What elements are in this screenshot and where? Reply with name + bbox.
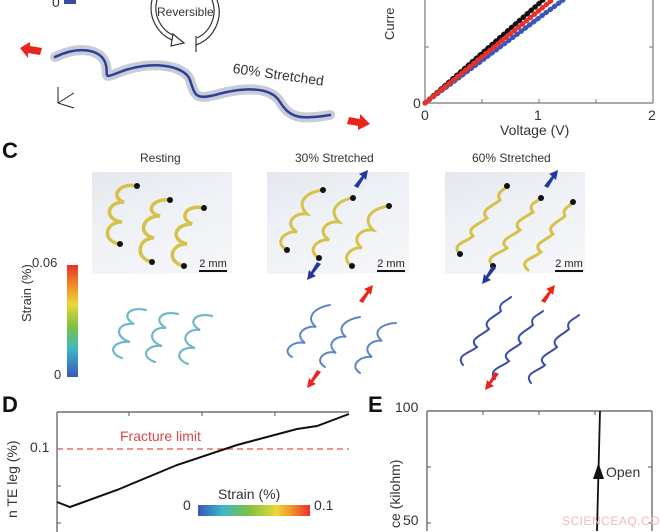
x-tick-2: 2 bbox=[648, 107, 656, 123]
reversible-label: Reversible bbox=[157, 5, 214, 19]
partial-colorbar bbox=[64, 0, 76, 4]
gold-coils-30 bbox=[279, 187, 392, 269]
photo-30-stretched: 2 mm bbox=[267, 172, 409, 274]
reversible-cycle-icon bbox=[150, 0, 220, 52]
y-tick-50: 50 bbox=[403, 512, 419, 528]
watermark: SCIENCEAQ.COM bbox=[562, 514, 660, 528]
partial-axis-zero: 0 bbox=[52, 0, 60, 10]
title-60-stretched: 60% Stretched bbox=[472, 151, 551, 165]
colorbar-label: Strain (%) bbox=[19, 264, 34, 322]
sim-coils-60 bbox=[459, 296, 580, 384]
arrow-blue-down-icon bbox=[307, 262, 321, 280]
sim-coils-resting bbox=[112, 308, 214, 366]
photo-60-stretched: 2 mm bbox=[445, 172, 585, 274]
panel-letter-c: C bbox=[2, 138, 18, 163]
title-30-stretched: 30% Stretched bbox=[295, 151, 374, 165]
arrow-right-icon bbox=[347, 114, 370, 130]
arrow-blue-up-icon bbox=[544, 170, 558, 188]
x-tick-1: 1 bbox=[534, 107, 542, 123]
arrow-red-up-icon bbox=[541, 285, 555, 303]
gold-coils-resting bbox=[105, 183, 207, 269]
x-axis-label: Voltage (V) bbox=[500, 122, 570, 138]
colorbar-max: 0.06 bbox=[32, 255, 58, 270]
title-resting: Resting bbox=[140, 151, 181, 165]
colorbar-d-label: Strain (%) bbox=[218, 486, 281, 502]
arrow-blue-up-icon bbox=[354, 170, 368, 188]
x-tick-0: 0 bbox=[421, 107, 429, 123]
y-tick-100: 100 bbox=[395, 399, 419, 415]
colorbar-d-gradient bbox=[198, 505, 310, 516]
gold-coils-60 bbox=[455, 183, 576, 272]
sim-coils-30 bbox=[286, 304, 397, 374]
y-axis-label: ce (kilohm) bbox=[387, 459, 403, 528]
y-axis-label: n TE leg (%) bbox=[4, 440, 20, 518]
iv-plot bbox=[422, 0, 654, 106]
arrow-blue-down-icon bbox=[482, 266, 496, 284]
panel-letter-d: D bbox=[2, 392, 18, 417]
panel-letter-e: E bbox=[368, 392, 383, 417]
colorbar-d-max: 0.1 bbox=[314, 497, 334, 513]
arrow-red-up-icon bbox=[359, 285, 373, 303]
y-tick-0: 0 bbox=[413, 95, 421, 111]
colorbar-gradient bbox=[67, 265, 78, 377]
photo-resting: 2 mm bbox=[92, 172, 232, 274]
colorbar-min: 0 bbox=[54, 367, 62, 382]
fracture-limit-label: Fracture limit bbox=[120, 428, 201, 444]
scalebar: 2 mm bbox=[199, 258, 227, 272]
colorbar-d-min: 0 bbox=[183, 497, 191, 513]
open-annotation: Open bbox=[606, 464, 641, 480]
strain-plot bbox=[56, 411, 350, 532]
arrow-red-down-icon bbox=[307, 370, 321, 388]
y-tick-0-1: 0.1 bbox=[30, 439, 50, 455]
y-axis-label: Curre bbox=[382, 7, 397, 40]
arrow-red-down-icon bbox=[485, 372, 499, 390]
resistance-plot bbox=[426, 410, 653, 532]
arrow-left-icon bbox=[20, 42, 42, 58]
arrow-up-icon bbox=[593, 463, 604, 479]
stretched-wavy-leg bbox=[20, 42, 370, 130]
scalebar: 2 mm bbox=[555, 258, 583, 272]
scalebar: 2 mm bbox=[377, 258, 405, 272]
xyz-axes-icon bbox=[57, 87, 75, 109]
